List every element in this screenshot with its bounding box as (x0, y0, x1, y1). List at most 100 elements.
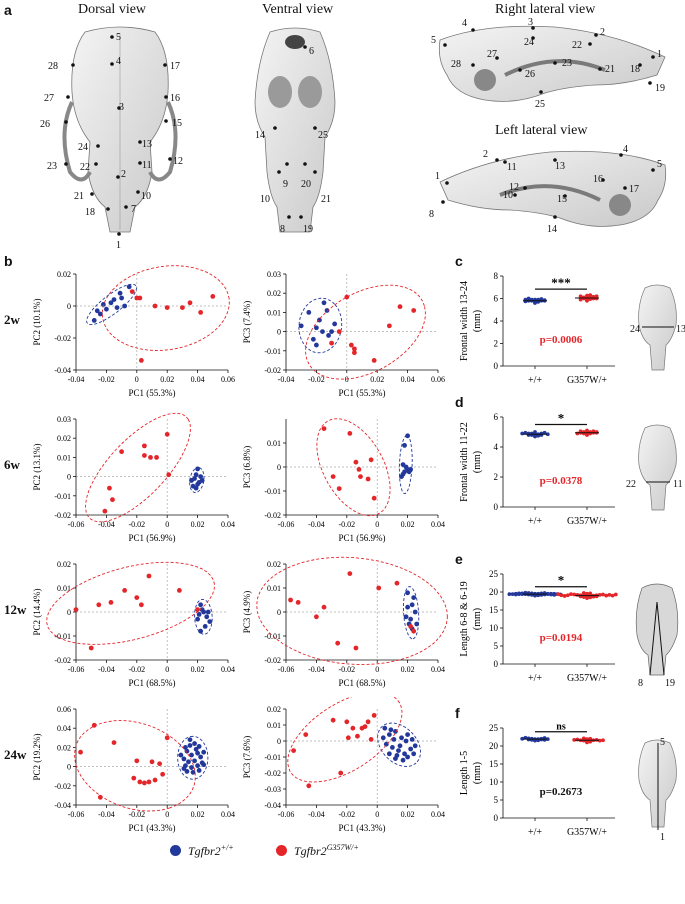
wt-data-point (405, 467, 410, 472)
y-tick-label: 0.02 (267, 560, 281, 569)
y-tick-label: 15 (489, 759, 499, 769)
wt-data-point (184, 748, 190, 754)
wt-data-point (181, 756, 187, 762)
right-lm: 24 (524, 37, 534, 48)
y-tick-label: 0 (494, 659, 499, 669)
mutant-data-point (575, 737, 580, 742)
wt-data-point (400, 757, 406, 763)
x-tick-label: -0.02 (338, 520, 355, 529)
x-tick-label: 0.06 (221, 375, 235, 384)
wt-data-point (526, 736, 531, 741)
y-tick-label: 0.04 (57, 724, 71, 733)
mutant-data-point (356, 467, 362, 472)
x-axis-label: PC1 (56.9%) (339, 533, 386, 543)
mutant-data-point (559, 593, 564, 598)
pca-12w-pc1-pc3: -0.06 -0.04 -0.02 0 0.02 0.04 -0.02 -0.01 0 0.01 0… (242, 556, 448, 688)
mutant-confidence-ellipse (74, 720, 196, 812)
mutant-confidence-ellipse (305, 284, 426, 380)
x-tick-label: 0 (345, 375, 349, 384)
mutant-data-point (152, 777, 158, 783)
x-tick-label: 0.02 (401, 520, 415, 529)
wt-data-point (195, 466, 201, 472)
wt-data-point (383, 741, 389, 747)
ventral-lm: 14 (255, 130, 265, 141)
x-tick-label: -0.04 (98, 665, 115, 674)
right-lm: 5 (431, 35, 436, 46)
wt-data-point (403, 614, 409, 620)
y-tick-label: 10 (489, 623, 499, 633)
mutant-data-point (288, 597, 293, 603)
mutant-data-point (585, 293, 589, 298)
p-value: p=0.2673 (540, 786, 583, 798)
wt-data-point (192, 741, 197, 746)
mutant-data-point (306, 783, 312, 789)
x-tick-label: -0.02 (98, 375, 115, 384)
mutant-data-point (108, 600, 114, 605)
wt-data-point (526, 433, 531, 437)
mutant-data-point (152, 303, 158, 309)
mutant-data-point (164, 431, 170, 437)
wt-data-point (195, 616, 201, 622)
x-tick-label: -0.06 (68, 810, 85, 819)
ventral-landmark-dots (273, 45, 317, 219)
y-tick-label: 2 (494, 472, 499, 482)
x-tick-label: -0.02 (308, 375, 325, 384)
left-lateral-skull-illustration: 2 11 13 4 5 1 12 16 17 10 15 8 14 (429, 144, 667, 235)
mutant-data-point (291, 748, 296, 753)
legend-mut-base: Tgfbr2 (294, 844, 327, 858)
y-tick-label: 0.02 (267, 705, 281, 714)
x-axis-label: PC1 (43.3%) (129, 823, 176, 833)
y-axis-label: PC3 (7.6%) (242, 736, 252, 779)
dorsal-lm: 16 (170, 93, 180, 104)
wt-data-point (552, 591, 557, 596)
inset-f-lm-a: 5 (660, 737, 665, 748)
timepoint-label-12w: 12w (4, 602, 27, 617)
mutant-data-point (122, 588, 128, 593)
panel-label-e: e (455, 551, 463, 567)
significance-marker: * (558, 411, 565, 426)
wt-data-point (386, 751, 392, 757)
right-landmark-labels: 4 3 2 5 24 22 1 27 28 26 23 21 18 19 25 (431, 17, 665, 110)
mutant-data-point (350, 725, 356, 731)
y-tick-label: 0 (67, 763, 71, 772)
mutant-data-point (365, 719, 371, 725)
wt-data-point (119, 295, 124, 301)
wt-data-point (189, 478, 194, 483)
mutant-data-point (138, 602, 144, 608)
wt-confidence-ellipse (177, 735, 209, 780)
ventral-lm: 20 (301, 179, 311, 190)
wt-data-point (513, 591, 518, 596)
wt-data-point (545, 591, 550, 596)
mutant-data-point (386, 323, 392, 329)
x-tick-label: 0 (165, 520, 169, 529)
ventral-bulla-left (268, 76, 292, 108)
left-lateral-view-title: Left lateral view (495, 123, 588, 138)
y-tick-label: 25 (489, 569, 499, 579)
wt-data-point (314, 342, 319, 348)
y-tick-label: 0.02 (57, 743, 71, 752)
wt-data-point (414, 621, 420, 627)
mutant-data-point (160, 771, 166, 777)
mutant-confidence-ellipse (46, 561, 215, 645)
wt-data-point (388, 727, 394, 733)
x-tick-label: 0.04 (431, 810, 445, 819)
mutant-data-point (321, 604, 327, 610)
wt-data-point (114, 305, 120, 310)
mutant-confidence-ellipse (287, 697, 403, 783)
y-tick-label: -0.02 (264, 769, 281, 778)
mutant-data-point (149, 759, 155, 765)
wt-data-point (408, 746, 414, 752)
dotplot-frontal-width-11-22: 0 2 4 6 +/+ G357W/+ * p=0.0378 Frontal width 11-… (459, 411, 615, 527)
wt-data-point (526, 296, 531, 301)
y-tick-label: 15 (489, 605, 499, 615)
mutant-data-point (613, 592, 618, 597)
y-tick-label: 0 (277, 608, 281, 617)
mutant-data-point (321, 426, 327, 431)
mutant-data-point (148, 455, 153, 460)
x-tick-label: 0.02 (370, 375, 384, 384)
mutant-data-point (131, 775, 137, 781)
mutant-data-point (137, 295, 143, 301)
y-tick-label: 0 (494, 502, 499, 512)
mutant-data-point (97, 794, 103, 800)
pca-6w-pc1-pc3: -0.06 -0.04 -0.02 0 0.02 0.04 -0.02 -0.01 0 0.01 P… (242, 418, 445, 543)
